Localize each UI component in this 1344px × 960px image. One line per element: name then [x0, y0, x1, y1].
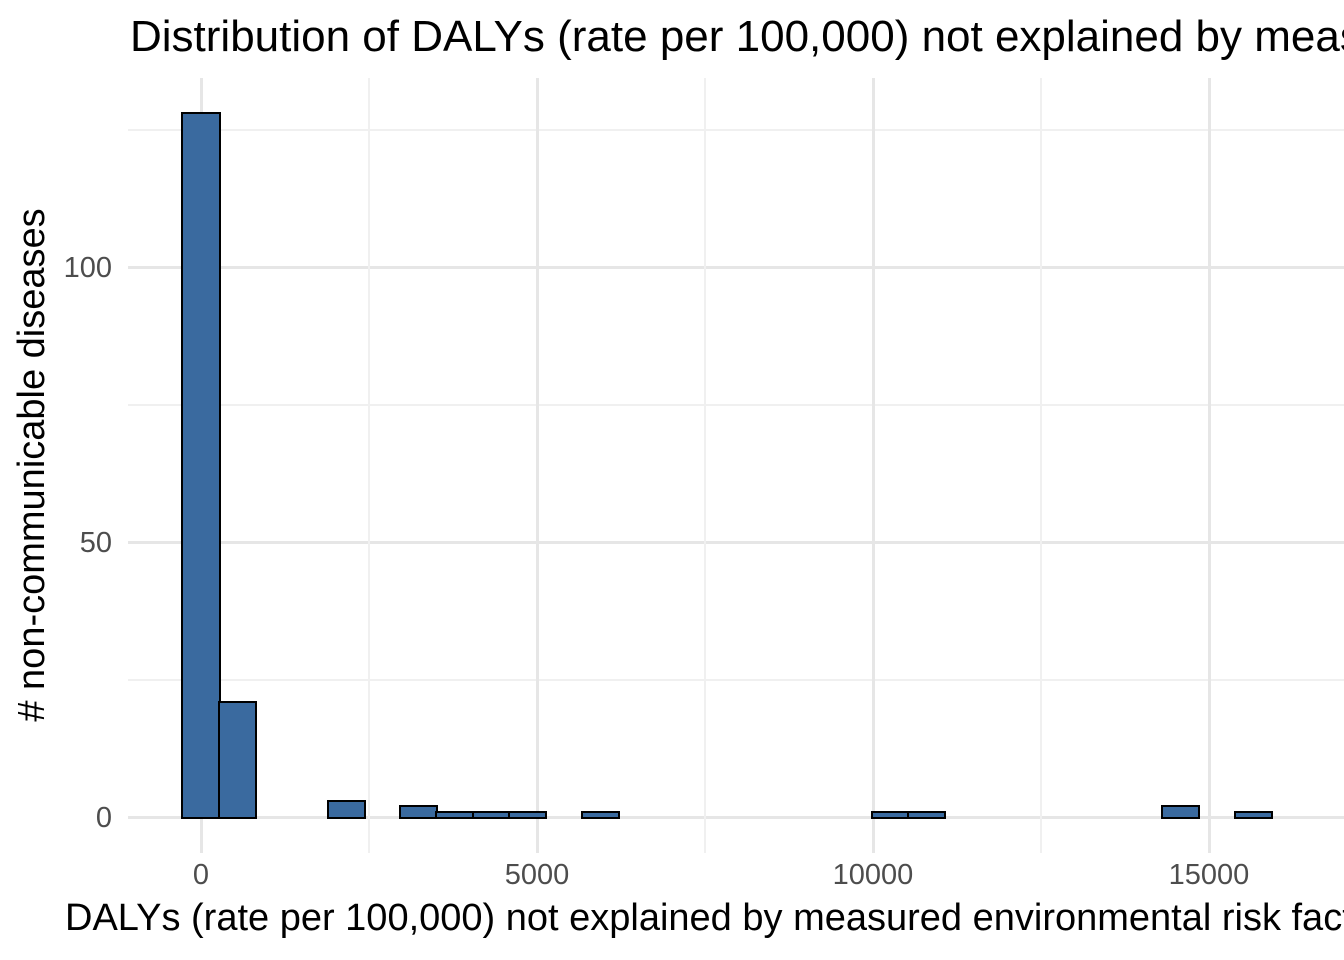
- y-axis-title: # non-communicable diseases: [11, 208, 54, 722]
- x-axis-title: DALYs (rate per 100,000) not explained b…: [65, 897, 1344, 939]
- x-tick-label: 10000: [832, 859, 914, 891]
- histogram-bar: [507, 810, 548, 819]
- chart-title: Distribution of DALYs (rate per 100,000)…: [130, 12, 1344, 61]
- histogram-bar: [217, 700, 257, 819]
- histogram-bar: [399, 805, 439, 819]
- x-tick-label: 15000: [1168, 859, 1250, 891]
- x-tick-label: 0: [192, 859, 210, 891]
- x-tick-label: 5000: [504, 859, 570, 891]
- histogram-bar: [1233, 810, 1273, 819]
- histogram-bar: [1161, 805, 1201, 819]
- y-tick-label: 0: [95, 801, 112, 834]
- histogram-bar: [907, 810, 947, 819]
- histogram-bar: [181, 112, 221, 819]
- y-tick-label: 50: [79, 526, 112, 559]
- histogram-bar: [471, 810, 511, 819]
- gridline-major-x: [871, 78, 875, 853]
- histogram-bar: [580, 810, 620, 819]
- gridline-minor-x: [368, 78, 370, 853]
- gridline-minor-y: [128, 679, 1344, 681]
- gridline-major-x: [1207, 78, 1211, 853]
- gridline-minor-y: [128, 129, 1344, 131]
- y-tick-label: 100: [63, 251, 112, 284]
- histogram-bar: [870, 810, 911, 819]
- gridline-major-y: [128, 816, 1344, 819]
- gridline-major-y: [128, 541, 1344, 544]
- gridline-minor-y: [128, 404, 1344, 406]
- histogram-bar: [326, 799, 366, 819]
- gridline-major-x: [535, 78, 539, 853]
- histogram-bar: [435, 810, 475, 819]
- gridline-major-y: [128, 266, 1344, 269]
- gridline-minor-x: [1040, 78, 1042, 853]
- gridline-minor-x: [704, 78, 706, 853]
